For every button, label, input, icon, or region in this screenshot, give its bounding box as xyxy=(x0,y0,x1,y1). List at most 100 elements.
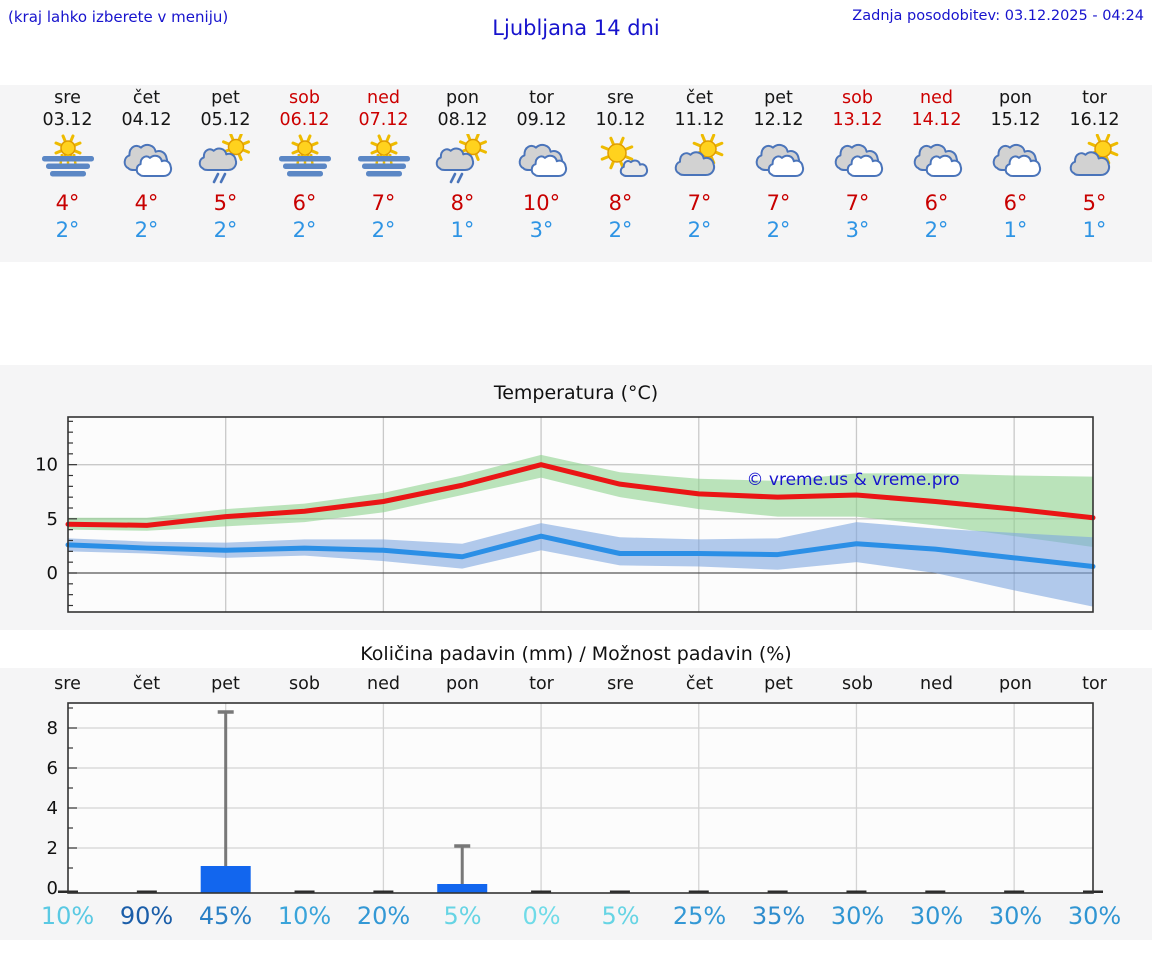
day-max-temp: 6° xyxy=(292,191,317,215)
day-name: tor xyxy=(529,88,554,108)
day-column-13.12[interactable]: sob 13.12 7° 3° xyxy=(818,88,897,244)
weather-icon-slot xyxy=(107,134,186,188)
day-date: 12.12 xyxy=(753,110,804,130)
precip-probability-value: 5% xyxy=(601,902,640,930)
precip-axis-tick-label: 2 xyxy=(47,838,58,859)
precip-day-label: čet xyxy=(685,674,714,694)
day-min-temp: 2° xyxy=(55,218,80,242)
day-name: pet xyxy=(211,88,240,108)
days-row: sre 03.12 4° 2° čet 04.12 4° 2° pet 05.12 5° 2° sob 0… xyxy=(28,88,1134,244)
day-date: 07.12 xyxy=(358,110,409,130)
weather-icon-slot xyxy=(897,134,976,188)
day-date: 16.12 xyxy=(1069,110,1120,130)
day-column-12.12[interactable]: pet 12.12 7° 2° xyxy=(739,88,818,244)
partly-cloudy-icon xyxy=(1069,133,1118,176)
precip-probability-value: 0% xyxy=(522,902,561,930)
day-date: 06.12 xyxy=(279,110,330,130)
precipitation-chart-title: Količina padavin (mm) / Možnost padavin … xyxy=(360,643,792,665)
day-min-temp: 1° xyxy=(1003,218,1028,242)
precip-probability-value: 30% xyxy=(1067,902,1122,930)
day-column-16.12[interactable]: tor 16.12 5° 1° xyxy=(1055,88,1134,244)
day-min-temp: 2° xyxy=(924,218,949,242)
precip-probability-value: 45% xyxy=(198,902,253,930)
precip-probability-value: 35% xyxy=(751,902,806,930)
day-max-temp: 8° xyxy=(450,191,475,215)
day-name: ned xyxy=(920,88,953,108)
watermark-link[interactable]: © vreme.us & vreme.pro xyxy=(746,470,959,490)
day-column-05.12[interactable]: pet 05.12 5° 2° xyxy=(186,88,265,244)
temp-axis-tick-label: 10 xyxy=(35,455,58,476)
fog-sun-icon xyxy=(41,134,94,177)
weather-icon-slot xyxy=(28,134,107,188)
rain-shower-sun-icon xyxy=(435,133,487,184)
precip-day-label: sre xyxy=(54,674,81,694)
precip-day-label: ned xyxy=(367,674,400,694)
day-name: sre xyxy=(607,88,634,108)
weather-icon-slot xyxy=(581,134,660,188)
day-min-temp: 2° xyxy=(687,218,712,242)
cloudy-icon xyxy=(123,143,172,177)
day-max-temp: 5° xyxy=(1082,191,1107,215)
day-name: tor xyxy=(1082,88,1107,108)
day-name: pon xyxy=(999,88,1032,108)
day-column-07.12[interactable]: ned 07.12 7° 2° xyxy=(344,88,423,244)
precip-day-label: sob xyxy=(289,674,320,694)
day-column-14.12[interactable]: ned 14.12 6° 2° xyxy=(897,88,976,244)
fog-sun-icon xyxy=(357,134,410,177)
day-date: 13.12 xyxy=(832,110,883,130)
weather-icon-slot xyxy=(818,134,897,188)
day-max-temp: 6° xyxy=(1003,191,1028,215)
temp-axis-tick-label: 0 xyxy=(47,563,58,584)
cloudy-icon xyxy=(992,143,1041,177)
day-min-temp: 2° xyxy=(213,218,238,242)
day-max-temp: 7° xyxy=(845,191,870,215)
day-name: sre xyxy=(54,88,81,108)
day-column-11.12[interactable]: čet 11.12 7° 2° xyxy=(660,88,739,244)
precip-day-label: pon xyxy=(446,674,479,694)
precip-day-label: ned xyxy=(920,674,953,694)
day-date: 14.12 xyxy=(911,110,962,130)
day-max-temp: 4° xyxy=(55,191,80,215)
day-max-temp: 4° xyxy=(134,191,159,215)
precip-probability-value: 10% xyxy=(40,902,95,930)
day-max-temp: 6° xyxy=(924,191,949,215)
weather-icon-slot xyxy=(1055,133,1134,188)
precip-probability-value: 20% xyxy=(356,902,411,930)
day-column-10.12[interactable]: sre 10.12 8° 2° xyxy=(581,88,660,244)
day-min-temp: 3° xyxy=(529,218,554,242)
precipitation-probability-row: 10% 90% 45% 10% 20% 5% 0% 5% 25% 35% 30% 30% 30% 30% xyxy=(28,902,1134,930)
page-title: Ljubljana 14 dni xyxy=(492,16,660,40)
day-name: čet xyxy=(685,88,714,108)
precip-day-label: pon xyxy=(999,674,1032,694)
day-column-03.12[interactable]: sre 03.12 4° 2° xyxy=(28,88,107,244)
precip-probability-value: 5% xyxy=(443,902,482,930)
weather-icon-slot xyxy=(423,133,502,188)
day-date: 08.12 xyxy=(437,110,488,130)
menu-hint-text: (kraj lahko izberete v meniju) xyxy=(8,8,229,26)
day-name: čet xyxy=(132,88,161,108)
day-name: pon xyxy=(446,88,479,108)
day-max-temp: 7° xyxy=(766,191,791,215)
precip-probability-value: 90% xyxy=(119,902,174,930)
day-name: ned xyxy=(367,88,400,108)
day-name: pet xyxy=(764,88,793,108)
day-column-04.12[interactable]: čet 04.12 4° 2° xyxy=(107,88,186,244)
precip-probability-value: 30% xyxy=(830,902,885,930)
day-date: 09.12 xyxy=(516,110,567,130)
last-update-text: Zadnja posodobitev: 03.12.2025 - 04:24 xyxy=(852,8,1144,24)
day-column-08.12[interactable]: pon 08.12 8° 1° xyxy=(423,88,502,244)
precip-probability-value: 30% xyxy=(909,902,964,930)
day-date: 10.12 xyxy=(595,110,646,130)
temperature-chart: 0 5 10 © vreme.us & vreme.pro xyxy=(35,416,1096,613)
day-column-09.12[interactable]: tor 09.12 10° 3° xyxy=(502,88,581,244)
day-name: sob xyxy=(289,88,320,108)
day-max-temp: 5° xyxy=(213,191,238,215)
day-column-15.12[interactable]: pon 15.12 6° 1° xyxy=(976,88,1055,244)
precip-day-label: sre xyxy=(607,674,634,694)
day-column-06.12[interactable]: sob 06.12 6° 2° xyxy=(265,88,344,244)
precip-day-label: pet xyxy=(764,674,793,694)
weather-icon-slot xyxy=(660,133,739,188)
precip-axis-tick-label: 0 xyxy=(47,878,58,899)
day-max-temp: 7° xyxy=(687,191,712,215)
day-date: 11.12 xyxy=(674,110,725,130)
